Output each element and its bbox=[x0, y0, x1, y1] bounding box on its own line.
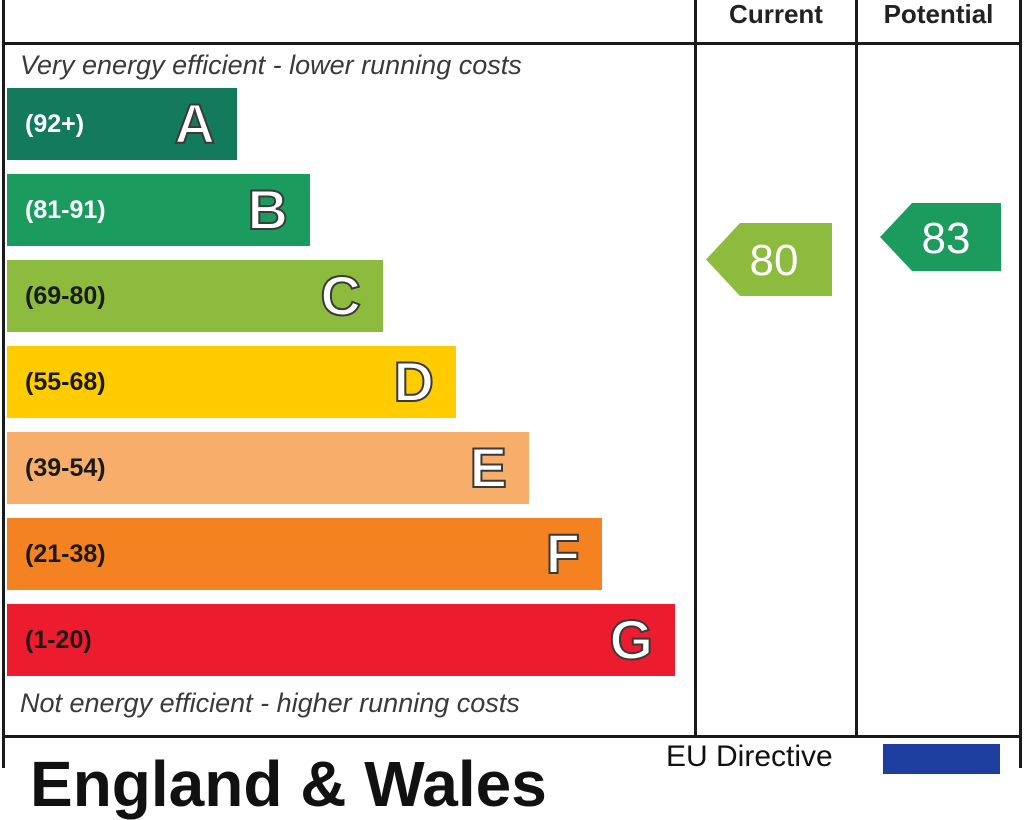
band-a-letter: A bbox=[174, 91, 216, 156]
band-c-letter: C bbox=[320, 263, 362, 328]
column-divider-potential bbox=[855, 0, 858, 738]
header-divider bbox=[2, 42, 1022, 45]
band-e-letter: E bbox=[469, 435, 508, 500]
band-c-range: (69-80) bbox=[25, 282, 106, 310]
current-column-header: Current bbox=[729, 0, 823, 29]
band-d: (55-68) D bbox=[7, 346, 456, 418]
band-d-range: (55-68) bbox=[25, 368, 106, 396]
eu-directive-label: EU Directive bbox=[666, 740, 833, 773]
footer-region-title: England & Wales bbox=[30, 748, 547, 820]
column-divider-current bbox=[694, 0, 697, 738]
band-e-range: (39-54) bbox=[25, 454, 106, 482]
band-d-letter: D bbox=[393, 349, 435, 414]
band-c: (69-80) C bbox=[7, 260, 383, 332]
band-a: (92+) A bbox=[7, 88, 237, 160]
band-g-range: (1-20) bbox=[25, 626, 92, 654]
band-b-range: (81-91) bbox=[25, 196, 106, 224]
eu-flag-icon bbox=[883, 744, 1000, 774]
potential-rating-arrow: 83 bbox=[880, 203, 1001, 271]
potential-column-header: Potential bbox=[883, 0, 994, 29]
potential-rating-value: 83 bbox=[922, 214, 971, 263]
frame-right-border bbox=[1019, 0, 1022, 768]
band-b: (81-91) B bbox=[7, 174, 310, 246]
bottom-caption: Not energy efficient - higher running co… bbox=[20, 688, 520, 718]
footer-divider bbox=[2, 735, 1022, 738]
band-g-letter: G bbox=[608, 607, 654, 672]
band-f-letter: F bbox=[545, 521, 581, 586]
potential-rating-arrow-shape bbox=[880, 203, 1001, 271]
band-g: (1-20) G bbox=[7, 604, 675, 676]
frame-left-border bbox=[2, 0, 5, 768]
band-b-letter: B bbox=[247, 177, 289, 242]
top-caption: Very energy efficient - lower running co… bbox=[20, 50, 522, 80]
current-rating-arrow-shape bbox=[706, 223, 832, 296]
current-rating-arrow: 80 bbox=[706, 223, 832, 296]
current-rating-value: 80 bbox=[750, 236, 799, 285]
band-f: (21-38) F bbox=[7, 518, 602, 590]
band-e: (39-54) E bbox=[7, 432, 529, 504]
band-a-range: (92+) bbox=[25, 110, 85, 138]
band-f-range: (21-38) bbox=[25, 540, 106, 568]
